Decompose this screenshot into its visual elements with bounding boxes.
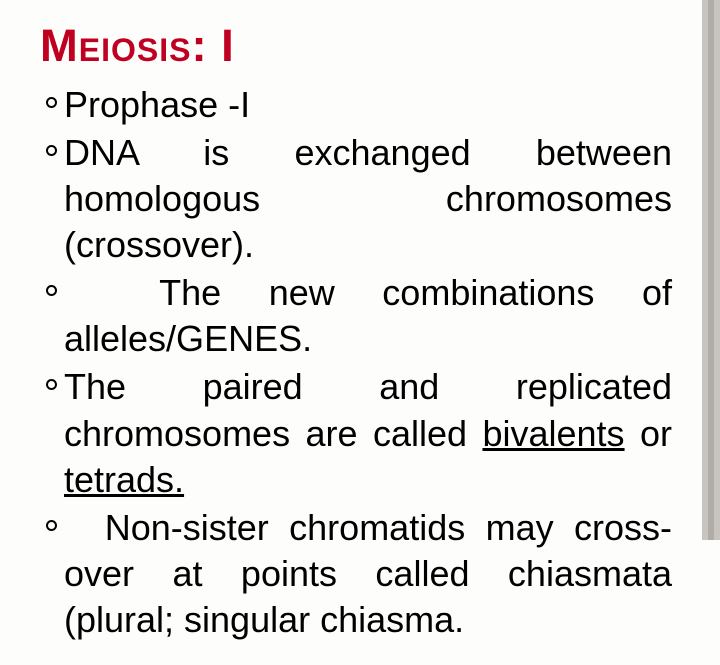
circle-bullet-icon [46,97,57,108]
indent-spacer [64,507,105,548]
bullet-item: Prophase -I [46,82,672,128]
circle-bullet-icon [46,285,57,296]
bullet-item: The new combinations of alleles/GENES. [46,270,672,362]
text-segment: Prophase -I [64,84,250,125]
bullet-item: Non-sister chromatids may cross-over at … [46,505,672,643]
text-segment: DNA is exchanged between homologous chro… [64,132,672,265]
text-segment: tetrads. [64,459,184,500]
circle-bullet-icon [46,520,57,531]
decorative-right-bar-inner [708,0,714,540]
slide-content: Meiosis: I Prophase -I DNA is exchanged b… [0,0,702,665]
bullet-list: Prophase -I DNA is exchanged between homo… [46,82,672,643]
text-segment: Non-sister chromatids may cross-over at … [64,507,672,640]
bullet-item: The paired and replicated chromosomes ar… [46,364,672,502]
circle-bullet-icon [46,145,57,156]
title-suffix: I [208,20,235,71]
circle-bullet-icon [46,379,57,390]
title-main: Meiosis: [40,20,208,71]
text-segment: bivalents [482,413,624,454]
text-segment: or [625,413,672,454]
slide-title: Meiosis: I [40,20,672,72]
indent-spacer [64,272,159,313]
bullet-item: DNA is exchanged between homologous chro… [46,130,672,268]
